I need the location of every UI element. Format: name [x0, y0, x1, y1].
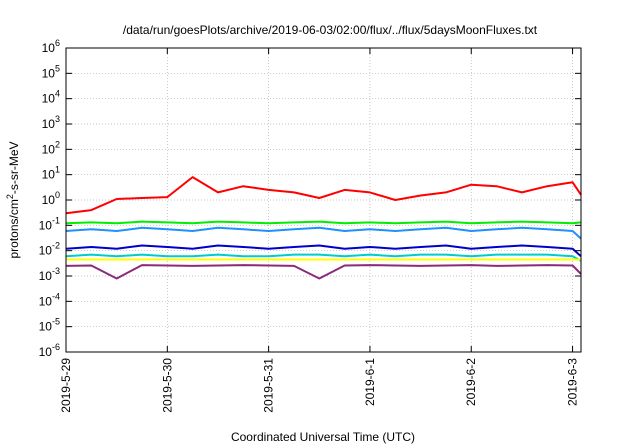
y-tick-label: 103 — [42, 114, 60, 131]
x-tick-label: 2019-5-31 — [262, 358, 276, 413]
series-line-4 — [65, 244, 582, 258]
y-axis: 10-6 10-5 10-4 10-3 10-2 10-1 100 101 102 103 104 1… — [39, 38, 581, 359]
y-tick-label: 106 — [42, 38, 60, 55]
series-line-1 — [65, 176, 582, 215]
y-tick-label: 10-4 — [39, 291, 60, 308]
series-line-2 — [65, 220, 582, 225]
x-tick-label: 2019-5-29 — [59, 358, 73, 413]
x-tick-label: 2019-6-3 — [566, 358, 580, 406]
y-tick-label: 100 — [42, 190, 60, 207]
series-line-7 — [65, 264, 582, 280]
series-line-3 — [65, 226, 582, 240]
y-tick-label: 101 — [42, 165, 60, 182]
x-tick-label: 2019-6-2 — [464, 358, 478, 406]
x-tick-label: 2019-6-1 — [363, 358, 377, 406]
series-layer — [65, 176, 582, 280]
grid — [65, 48, 581, 352]
x-tick-label: 2019-5-30 — [160, 358, 174, 413]
y-tick-label: 10-2 — [39, 241, 60, 258]
x-axis-title: Coordinated Universal Time (UTC) — [231, 430, 415, 444]
y-tick-label: 104 — [42, 89, 60, 106]
chart-title: /data/run/goesPlots/archive/2019-06-03/0… — [123, 23, 538, 37]
y-axis-title: protons/cm2-s-sr-MeV — [5, 141, 21, 258]
y-tick-label: 105 — [42, 63, 60, 80]
y-tick-label: 10-6 — [39, 342, 60, 359]
y-tick-label: 10-1 — [39, 215, 60, 232]
series-line-5 — [65, 253, 582, 262]
y-tick-label: 10-3 — [39, 266, 60, 283]
y-tick-label: 102 — [42, 139, 60, 156]
x-axis: 2019-5-29 2019-5-30 2019-5-31 2019-6-1 2019-… — [59, 48, 580, 413]
y-tick-label: 10-5 — [39, 317, 60, 334]
